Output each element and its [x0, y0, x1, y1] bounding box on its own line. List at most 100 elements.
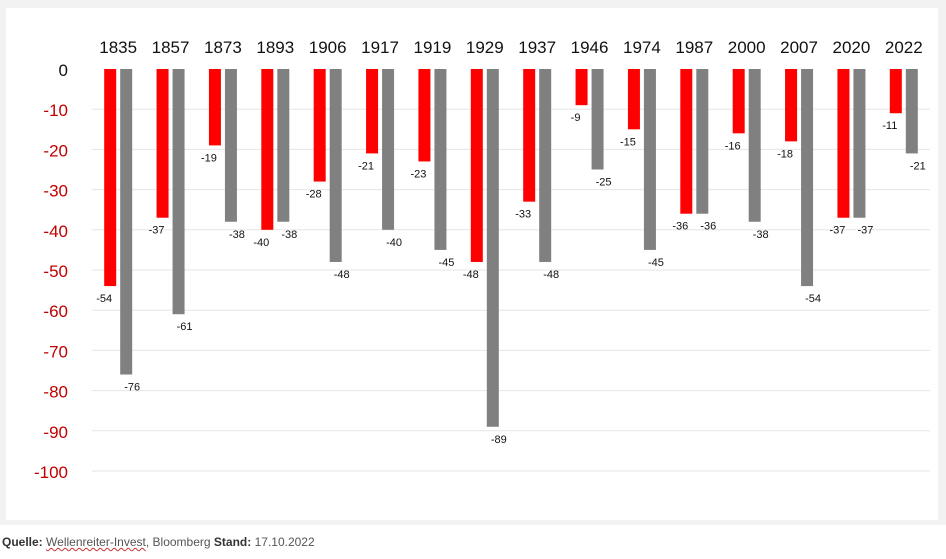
data-label: -40: [386, 237, 402, 249]
category-label: 1857: [152, 38, 190, 57]
y-tick-label: -90: [43, 423, 68, 442]
data-label: -38: [753, 229, 769, 241]
bar-red: [104, 69, 117, 287]
bar-gray: [748, 69, 761, 222]
bar-gray: [591, 69, 604, 170]
bar-gray: [486, 69, 499, 427]
data-label: -48: [543, 269, 559, 281]
source-label: Quelle:: [2, 535, 43, 549]
y-tick-label: -10: [43, 101, 68, 120]
data-label: -54: [96, 293, 112, 305]
bar-red: [785, 69, 798, 142]
category-label: 1873: [204, 38, 242, 57]
category-label: 1835: [99, 38, 137, 57]
bar-gray: [801, 69, 814, 287]
category-label: 1893: [256, 38, 294, 57]
bar-red: [470, 69, 483, 262]
source-name: Wellenreiter-Invest: [46, 535, 146, 549]
bar-red: [366, 69, 379, 154]
data-label: -28: [306, 189, 322, 201]
bar-red: [837, 69, 850, 218]
data-labels: -54 -76 -37 -61 -19 -38 -40 -38 -28 -48 -21 -40 -23 -…: [96, 112, 926, 446]
data-label: -9: [571, 112, 581, 124]
data-label: -36: [700, 221, 716, 233]
stand-date: 17.10.2022: [254, 535, 315, 549]
data-label: -54: [805, 293, 821, 305]
bar-red: [523, 69, 536, 202]
data-label: -36: [672, 221, 688, 233]
y-tick-label: -20: [43, 141, 68, 160]
y-tick-label: -100: [34, 463, 68, 482]
bar-gray: [329, 69, 342, 262]
bar-red: [156, 69, 169, 218]
category-label: 2000: [728, 38, 766, 57]
data-label: -21: [910, 160, 926, 172]
stand-label: Stand:: [213, 535, 252, 549]
data-label: -25: [596, 177, 612, 189]
category-label: 1946: [571, 38, 609, 57]
data-label: -37: [829, 225, 845, 237]
bar-gray: [905, 69, 918, 154]
data-label: -45: [648, 257, 664, 269]
bar-red: [313, 69, 326, 182]
category-label: 1974: [623, 38, 661, 57]
data-label: -38: [229, 229, 245, 241]
y-tick-label: -30: [43, 182, 68, 201]
data-label: -38: [281, 229, 297, 241]
y-tick-label: 0: [59, 61, 68, 80]
y-tick-label: -40: [43, 222, 68, 241]
data-label: -40: [253, 237, 269, 249]
data-label: -21: [358, 160, 374, 172]
category-label: 2022: [885, 38, 923, 57]
category-label: 1919: [414, 38, 452, 57]
data-label: -11: [882, 120, 897, 132]
data-label: -37: [857, 225, 873, 237]
y-tick-label: -70: [43, 342, 68, 361]
bar-red: [208, 69, 221, 146]
category-label: 1929: [466, 38, 504, 57]
bar-gray: [696, 69, 709, 214]
data-label: -76: [124, 382, 140, 394]
bar-red: [732, 69, 745, 134]
y-axis-ticks: 0 -10 -20 -30 -40 -50 -60 -70 -80 -90 -100: [34, 61, 68, 482]
data-label: -61: [177, 321, 193, 333]
y-tick-label: -80: [43, 383, 68, 402]
bar-red: [418, 69, 431, 162]
bar-red: [261, 69, 274, 230]
category-label: 1987: [675, 38, 713, 57]
source-extra: , Bloomberg: [145, 535, 211, 549]
category-label: 1937: [518, 38, 556, 57]
source-note: Quelle: Wellenreiter-Invest, Bloomberg S…: [2, 535, 315, 549]
data-label: -45: [438, 257, 454, 269]
category-label: 1906: [309, 38, 347, 57]
bar-gray: [277, 69, 290, 222]
data-label: -89: [491, 434, 507, 446]
bars: [104, 69, 918, 427]
bar-gray: [539, 69, 552, 262]
bar-chart: 0 -10 -20 -30 -40 -50 -60 -70 -80 -90 -100 1835 185…: [34, 38, 930, 482]
bar-gray: [434, 69, 447, 250]
bar-red: [575, 69, 588, 106]
bar-gray: [120, 69, 133, 375]
data-label: -16: [725, 140, 741, 152]
category-label: 2020: [833, 38, 871, 57]
data-label: -18: [777, 148, 793, 160]
data-label: -23: [410, 168, 426, 180]
category-label: 2007: [780, 38, 818, 57]
data-label: -15: [620, 136, 636, 148]
data-label: -33: [515, 209, 531, 221]
data-label: -48: [463, 269, 479, 281]
data-label: -37: [149, 225, 165, 237]
bar-gray: [172, 69, 185, 315]
category-labels: 1835 1857 1873 1893 1906 1917 1919 1929 1937 1946…: [99, 38, 922, 57]
bar-gray: [224, 69, 237, 222]
bar-red: [889, 69, 902, 114]
category-label: 1917: [361, 38, 399, 57]
chart-panel: 0 -10 -20 -30 -40 -50 -60 -70 -80 -90 -100 1835 185…: [6, 8, 938, 520]
data-label: -19: [201, 152, 217, 164]
bar-gray: [643, 69, 656, 250]
bar-red: [680, 69, 693, 214]
bar-gray: [853, 69, 866, 218]
bar-gray: [382, 69, 395, 230]
data-label: -48: [334, 269, 350, 281]
